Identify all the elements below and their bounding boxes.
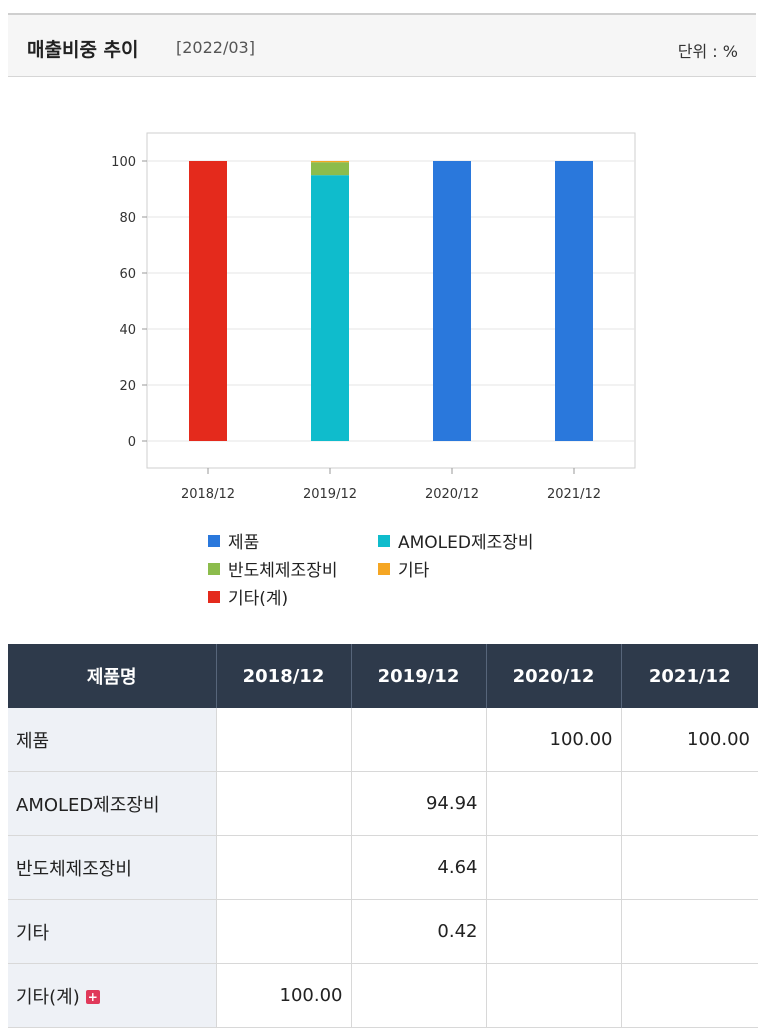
table-cell bbox=[486, 771, 622, 836]
table-cell bbox=[216, 708, 352, 772]
legend-label: 제품 bbox=[228, 533, 260, 553]
row-label: 제품 bbox=[8, 708, 217, 772]
col-header-2021: 2021/12 bbox=[621, 644, 758, 708]
table-row: 기타 0.42 bbox=[8, 899, 758, 964]
sales-mix-table: 제품명 2018/12 2019/12 2020/12 2021/12 제품 1… bbox=[8, 644, 758, 1028]
table-row: 반도체제조장비 4.64 bbox=[8, 835, 758, 900]
bar-segment bbox=[311, 162, 349, 176]
legend-item: 기타(계) bbox=[208, 584, 288, 609]
unit-label: 단위 : % bbox=[677, 42, 738, 61]
row-label: 반도체제조장비 bbox=[8, 835, 217, 900]
legend-swatch bbox=[378, 534, 390, 547]
table-cell bbox=[216, 899, 352, 964]
y-tick-label: 0 bbox=[128, 435, 136, 450]
legend-swatch bbox=[378, 562, 390, 575]
col-header-product: 제품명 bbox=[8, 644, 217, 708]
col-header-2018: 2018/12 bbox=[216, 644, 352, 708]
table-cell bbox=[486, 835, 622, 900]
row-label: AMOLED제조장비 bbox=[8, 771, 217, 836]
legend-item: 제품 bbox=[208, 528, 259, 553]
x-tick-label: 2020/12 bbox=[425, 487, 479, 502]
bar-segment bbox=[311, 175, 349, 441]
table-cell bbox=[351, 708, 487, 772]
section-title: 매출비중 추이 bbox=[27, 39, 139, 61]
y-tick-label: 100 bbox=[111, 155, 136, 170]
legend-item: 기타 bbox=[378, 556, 429, 581]
table-cell bbox=[216, 835, 352, 900]
table-header-row: 제품명 2018/12 2019/12 2020/12 2021/12 bbox=[8, 644, 758, 708]
x-tick-label: 2019/12 bbox=[303, 487, 357, 502]
table-cell bbox=[621, 835, 758, 900]
row-label-expandable: 기타(계) + bbox=[8, 963, 217, 1028]
table-row: AMOLED제조장비 94.94 bbox=[8, 771, 758, 836]
table-cell bbox=[486, 963, 622, 1028]
table-cell bbox=[216, 771, 352, 836]
y-tick-label: 80 bbox=[119, 211, 136, 226]
legend-label: 반도체제조장비 bbox=[228, 561, 338, 581]
period-label: [2022/03] bbox=[176, 38, 255, 57]
table-cell bbox=[621, 963, 758, 1028]
table-cell bbox=[621, 899, 758, 964]
legend-swatch bbox=[208, 534, 220, 547]
col-header-2020: 2020/12 bbox=[486, 644, 622, 708]
y-tick-label: 40 bbox=[119, 323, 136, 338]
legend-swatch bbox=[208, 590, 220, 603]
table-cell: 4.64 bbox=[351, 835, 487, 900]
table-row: 제품 100.00 100.00 bbox=[8, 708, 758, 772]
table-cell: 0.42 bbox=[351, 899, 487, 964]
section-header: 매출비중 추이 [2022/03] 단위 : % bbox=[8, 13, 756, 77]
legend-item: AMOLED제조장비 bbox=[378, 528, 534, 553]
table-cell bbox=[621, 771, 758, 836]
table-cell bbox=[486, 899, 622, 964]
bar-segment bbox=[433, 161, 471, 441]
legend-label: AMOLED제조장비 bbox=[398, 533, 534, 553]
legend-label: 기타 bbox=[398, 561, 430, 581]
legend-item: 반도체제조장비 bbox=[208, 556, 337, 581]
table-cell bbox=[351, 963, 487, 1028]
bar-segment bbox=[311, 161, 349, 163]
sales-mix-chart: 0 20 40 60 80 100 2018/12 2019/12 2020/12 2021/12 bbox=[111, 132, 636, 502]
table-cell: 100.00 bbox=[216, 963, 352, 1028]
table-cell: 94.94 bbox=[351, 771, 487, 836]
table-cell: 100.00 bbox=[621, 708, 758, 772]
expand-plus-icon[interactable]: + bbox=[85, 989, 100, 1004]
legend-label: 기타(계) bbox=[228, 589, 289, 609]
plot-area bbox=[146, 132, 636, 469]
col-header-2019: 2019/12 bbox=[351, 644, 487, 708]
table-cell: 100.00 bbox=[486, 708, 622, 772]
row-label-text: 기타(계) bbox=[16, 986, 80, 1008]
bar-segment bbox=[555, 161, 593, 441]
y-tick-label: 20 bbox=[119, 379, 136, 394]
legend-swatch bbox=[208, 562, 220, 575]
bar-segment bbox=[189, 161, 227, 441]
x-tick-label: 2018/12 bbox=[181, 487, 235, 502]
y-tick-label: 60 bbox=[119, 267, 136, 282]
x-tick-label: 2021/12 bbox=[547, 487, 601, 502]
row-label: 기타 bbox=[8, 899, 217, 964]
table-row: 기타(계) + 100.00 bbox=[8, 963, 758, 1028]
